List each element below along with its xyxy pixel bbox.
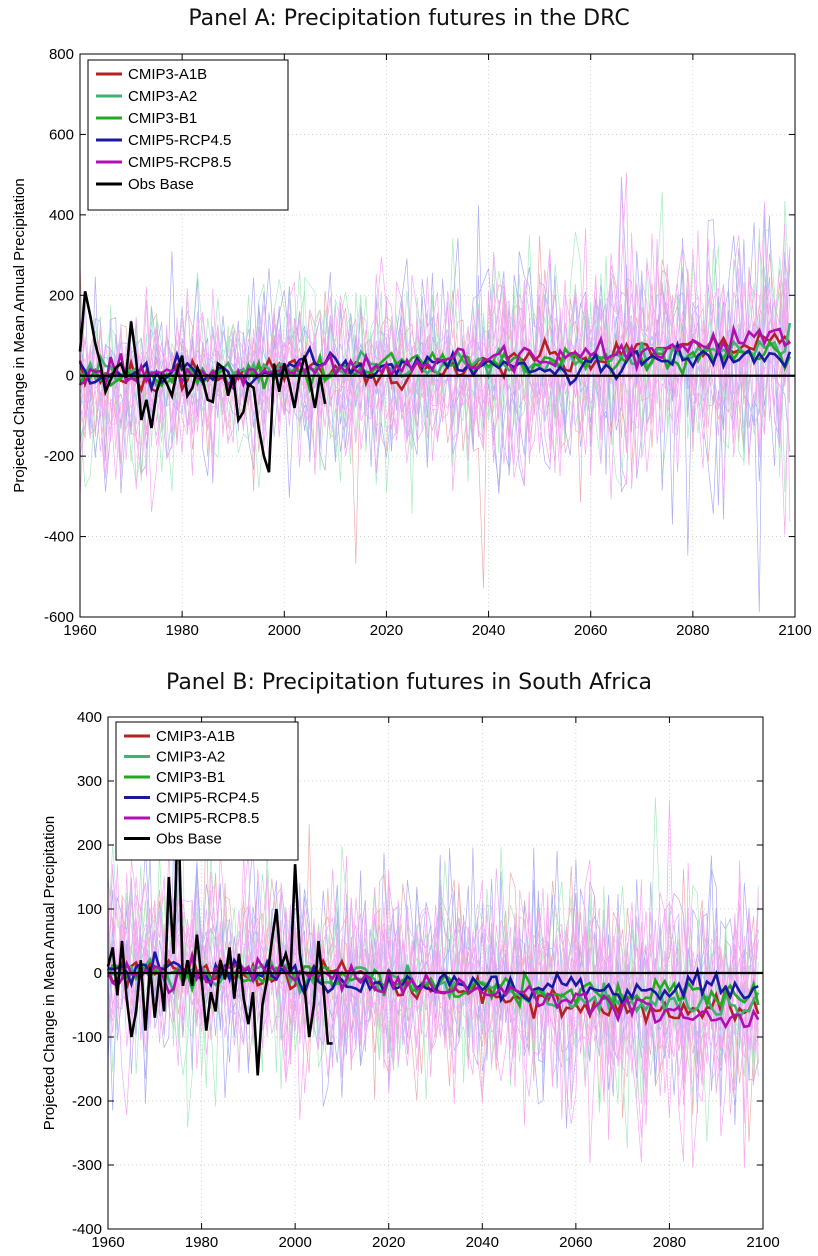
x-tick-label: 1960 [63,622,96,639]
y-tick-label: -200 [72,1093,102,1110]
y-axis-label: Projected Change in Mean Annual Precipit… [41,816,58,1130]
legend-label: CMIP3-A1B [128,66,207,83]
legend-label: CMIP3-B1 [156,769,225,786]
y-tick-label: 200 [49,287,74,304]
series-line-cmip3-b1 [78,338,792,394]
legend-label: Obs Base [156,831,222,848]
y-tick-label: -400 [44,529,74,546]
series-line-obs-base [78,291,327,473]
x-tick-label: 2100 [746,1234,779,1251]
legend-label: CMIP5-RCP4.5 [128,132,231,149]
y-axis-label: Projected Change in Mean Annual Precipit… [11,178,28,492]
panel-b-title: Panel B: Precipitation futures in South … [166,670,652,695]
y-tick-label: -300 [72,1157,102,1174]
ensemble-line [79,250,791,525]
ensemble-line [79,239,791,513]
x-tick-label: 2000 [268,622,301,639]
x-tick-label: 2000 [278,1234,311,1251]
x-tick-label: 2100 [778,622,811,639]
y-tick-label: 400 [49,207,74,224]
x-tick-label: 2020 [372,1234,405,1251]
legend-label: CMIP5-RCP8.5 [156,810,259,827]
legend: CMIP3-A1B CMIP3-A2 CMIP3-B1 CMIP5-RCP4.5 CMI… [115,721,299,861]
x-tick-label: 2040 [466,1234,499,1251]
chart-B: 1960 1980 2000 2020 2040 2060 2080 2100-400-300… [41,709,780,1251]
legend-label: CMIP5-RCP4.5 [156,790,259,807]
panel-a-chart: 1960 1980 2000 2020 2040 2060 2080 2100-600-400… [11,46,812,639]
y-tick-label: -600 [44,609,74,626]
plot-frame [79,53,796,618]
chart-A: 1960 1980 2000 2020 2040 2060 2080 2100-600-400… [11,46,812,639]
legend-label: CMIP5-RCP8.5 [128,154,231,171]
y-tick-label: 600 [49,126,74,143]
y-tick-label: 100 [77,901,102,918]
x-tick-label: 2040 [472,622,505,639]
x-tick-label: 2020 [370,622,403,639]
legend: CMIP3-A1B CMIP3-A2 CMIP3-B1 CMIP5-RCP4.5 CMI… [87,59,289,211]
x-tick-label: 2080 [676,622,709,639]
x-tick-label: 2080 [653,1234,686,1251]
series-line-cmip5-rcp8-5 [106,952,760,1030]
x-tick-label: 2060 [574,622,607,639]
y-tick-label: 0 [94,965,102,982]
ensemble-line [79,239,791,499]
series-line-obs-base [106,806,333,1076]
legend-label: CMIP3-B1 [128,110,197,127]
x-tick-label: 1980 [165,622,198,639]
x-tick-label: 1980 [185,1234,218,1251]
legend-label: CMIP3-A2 [156,749,225,766]
panel-a-title: Panel A: Precipitation futures in the DR… [188,6,630,31]
series-line-cmip3-a2 [79,322,792,390]
y-tick-label: 300 [77,773,102,790]
series-line-cmip5-rcp8-5 [79,324,791,391]
y-tick-label: -100 [72,1029,102,1046]
x-tick-label: 2060 [559,1234,592,1251]
legend-label: CMIP3-A1B [156,728,235,745]
x-tick-label: 1960 [91,1234,124,1251]
ensemble-line [79,230,790,485]
legend-label: CMIP3-A2 [128,88,197,105]
y-tick-label: -400 [72,1221,102,1238]
y-tick-label: 200 [77,837,102,854]
y-tick-label: 0 [66,368,74,385]
y-tick-label: 800 [49,46,74,63]
y-tick-label: 400 [77,709,102,726]
legend-label: Obs Base [128,176,194,193]
y-tick-label: -200 [44,448,74,465]
